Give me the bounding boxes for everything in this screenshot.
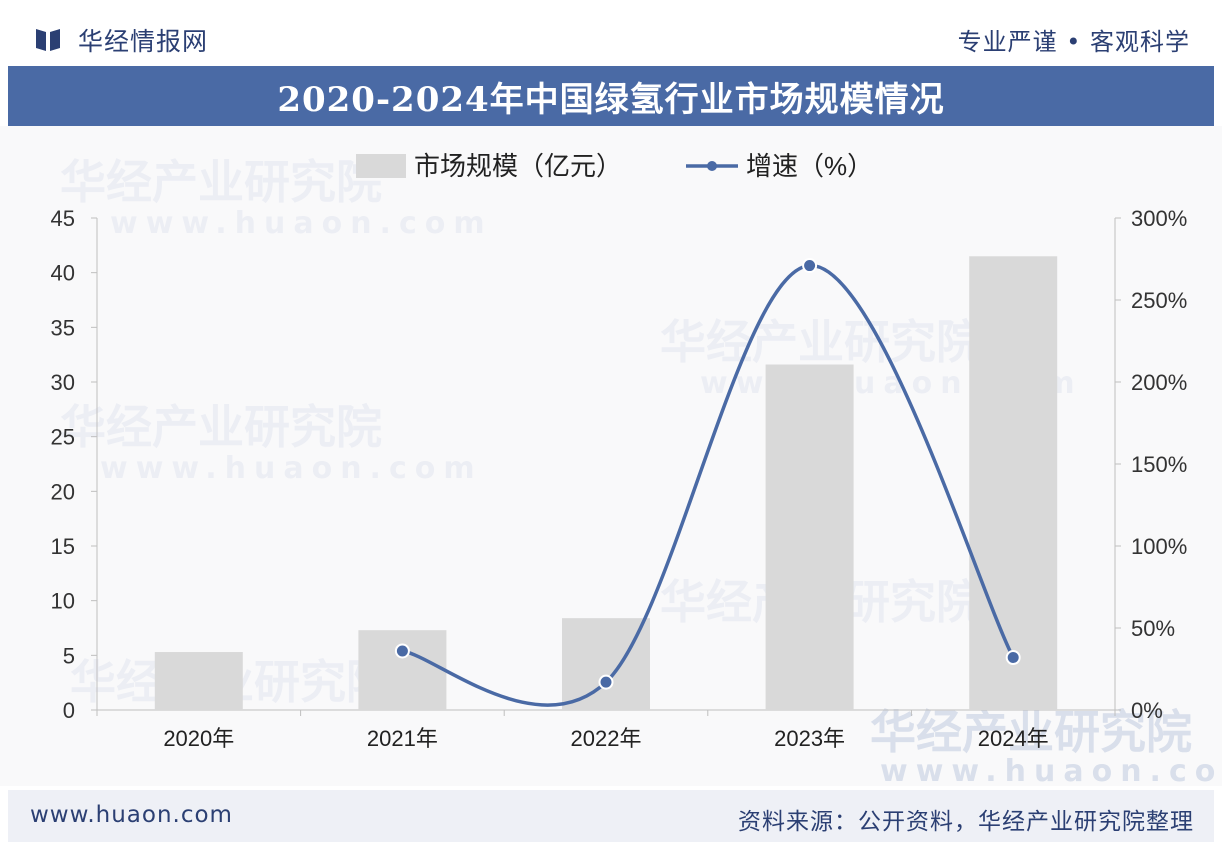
x-tick-label: 2023年 bbox=[774, 726, 845, 751]
brand-logo-icon bbox=[36, 29, 60, 51]
growth-point bbox=[802, 258, 818, 274]
footer-url[interactable]: www.huaon.com bbox=[30, 802, 233, 828]
chart-svg: 0 5 10 15 20 25 30 35 40 45 0% 50% 100% 150% 200% 250% 3… bbox=[51, 151, 1188, 751]
y-right-tick-label: 50% bbox=[1131, 616, 1175, 641]
y-right-tick-label: 200% bbox=[1131, 370, 1187, 395]
legend-bar-label: 市场规模（亿元） bbox=[414, 151, 622, 181]
bar bbox=[562, 618, 650, 710]
bar bbox=[969, 256, 1058, 710]
legend-line-marker bbox=[707, 161, 717, 171]
y-left-tick-label: 5 bbox=[63, 643, 75, 668]
motto: 专业严谨 • 客观科学 bbox=[957, 28, 1190, 56]
y-left-tick-label: 15 bbox=[51, 534, 75, 559]
chart-title: 2020-2024年中国绿氢行业市场规模情况 bbox=[277, 79, 945, 120]
legend-bar-swatch bbox=[356, 154, 406, 178]
y-left-tick-label: 25 bbox=[51, 425, 75, 450]
watermark-url: www.huaon.com bbox=[110, 206, 493, 241]
brand[interactable]: 华经情报网 bbox=[36, 22, 208, 58]
y-right-tick-label: 0% bbox=[1131, 698, 1163, 723]
y-right-tick-label: 250% bbox=[1131, 288, 1187, 313]
y-left-tick-label: 45 bbox=[51, 206, 75, 231]
brand-name: 华经情报网 bbox=[78, 27, 209, 56]
watermark-text: 华经产业研究院 bbox=[60, 155, 382, 209]
y-left-tick-label: 20 bbox=[51, 479, 75, 504]
x-tick-label: 2020年 bbox=[163, 726, 234, 751]
x-tick-label: 2022年 bbox=[571, 726, 642, 751]
y-left-tick-label: 30 bbox=[51, 370, 75, 395]
header: 华经情报网 专业严谨 • 客观科学 bbox=[0, 0, 1222, 64]
y-right-tick-label: 300% bbox=[1131, 206, 1187, 231]
x-tick-label: 2024年 bbox=[978, 726, 1049, 751]
bar bbox=[765, 364, 854, 710]
watermark-text: 华经产业研究院 bbox=[660, 315, 982, 369]
growth-point bbox=[598, 674, 614, 690]
y-right-tick-label: 150% bbox=[1131, 452, 1187, 477]
watermark-text: 华经产业研究院 bbox=[60, 400, 382, 454]
legend-line-label: 增速（%） bbox=[746, 151, 873, 181]
bar bbox=[154, 652, 243, 710]
title-bar: 2020-2024年中国绿氢行业市场规模情况 bbox=[8, 66, 1214, 126]
y-left-tick-label: 35 bbox=[51, 315, 75, 340]
y-left-tick-label: 40 bbox=[51, 261, 75, 286]
y-left-tick-label: 10 bbox=[51, 589, 75, 614]
footer-source: 资料来源：公开资料，华经产业研究院整理 bbox=[738, 809, 1194, 835]
y-right-tick-label: 100% bbox=[1131, 534, 1187, 559]
chart-area: 华经产业研究院 www.huaon.com 华经产业研究院 www.huaon.… bbox=[0, 126, 1222, 789]
growth-point bbox=[1005, 650, 1021, 666]
watermark-text: 华经产业研究院 bbox=[870, 705, 1192, 759]
watermark-url: www.huaon.com bbox=[880, 754, 1222, 789]
growth-line bbox=[402, 263, 1015, 707]
watermark-url: www.huaon.com bbox=[100, 451, 483, 486]
bar bbox=[358, 630, 447, 710]
footer: www.huaon.com 资料来源：公开资料，华经产业研究院整理 bbox=[8, 790, 1214, 842]
growth-point bbox=[394, 643, 410, 659]
x-tick-label: 2021年 bbox=[367, 726, 438, 751]
y-left-tick-label: 0 bbox=[63, 698, 75, 723]
